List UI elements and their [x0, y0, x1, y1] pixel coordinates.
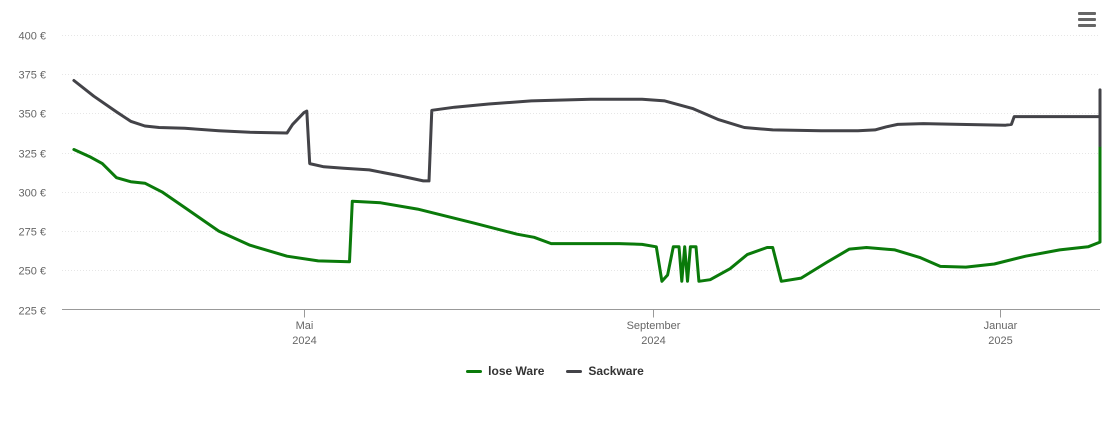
series-line-lose-ware[interactable] — [72, 140, 1102, 283]
x-tick-year: 2024 — [641, 335, 665, 347]
y-tick-label: 400 € — [18, 31, 46, 43]
legend-swatch-lose-ware — [466, 369, 483, 373]
series-lines — [72, 79, 1102, 283]
chart-legend: lose Ware Sackware — [0, 364, 1110, 378]
legend-item-sackware[interactable]: Sackware — [566, 364, 644, 378]
y-tick-label: 225 € — [18, 306, 46, 318]
x-tick-month: Januar — [984, 320, 1018, 332]
legend-label-lose-ware: lose Ware — [488, 364, 545, 378]
legend-label-sackware: Sackware — [588, 364, 644, 378]
y-tick-label: 325 € — [18, 149, 46, 161]
x-tick-month: Mai — [296, 320, 314, 332]
y-tick-label: 375 € — [18, 70, 46, 82]
menu-icon-bar — [1078, 24, 1096, 27]
menu-icon-bar — [1078, 12, 1096, 15]
x-tick-year: 2025 — [988, 335, 1012, 347]
menu-icon-bar — [1078, 18, 1096, 21]
y-tick-label: 350 € — [18, 109, 46, 121]
x-tick-month: September — [627, 320, 681, 332]
y-tick-label: 300 € — [18, 188, 46, 200]
legend-swatch-sackware — [566, 369, 583, 373]
series-line-sackware[interactable] — [72, 79, 1102, 183]
y-tick-label: 275 € — [18, 227, 46, 239]
y-tick-label: 250 € — [18, 266, 46, 278]
grid-lines — [62, 35, 1100, 271]
x-axis: Mai 2024 September 2024 Januar 2025 — [292, 309, 1018, 347]
chart-menu-button[interactable] — [1078, 12, 1096, 28]
x-tick-year: 2024 — [292, 335, 316, 347]
y-axis: 225 € 250 € 275 € 300 € 325 € 350 € 375 € 400 € — [18, 31, 46, 318]
legend-item-lose-ware[interactable]: lose Ware — [466, 364, 544, 378]
